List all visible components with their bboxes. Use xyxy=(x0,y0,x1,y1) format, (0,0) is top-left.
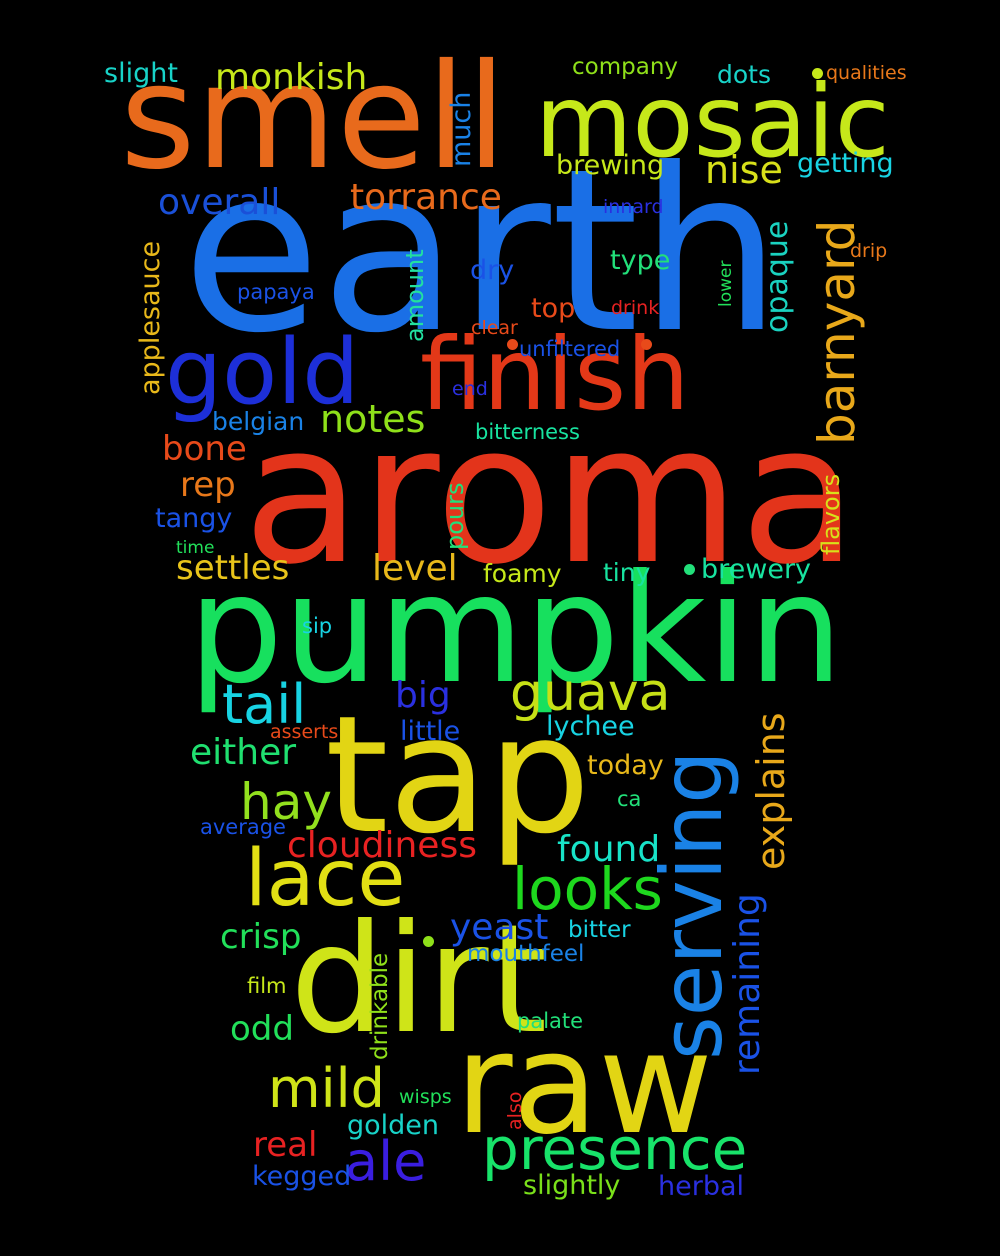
word-bitter: bitter xyxy=(568,917,631,943)
word-guava: guava xyxy=(510,663,671,723)
word-raw: raw xyxy=(455,1003,713,1166)
word-asserts: asserts xyxy=(270,721,339,743)
word-settles: settles xyxy=(176,548,290,588)
word-bitterness: bitterness xyxy=(475,420,580,444)
word-papaya: papaya xyxy=(237,280,315,304)
word-foamy: foamy xyxy=(483,559,562,588)
word-time: time xyxy=(176,538,215,558)
word-odd: odd xyxy=(230,1009,294,1049)
word-applesauce: applesauce xyxy=(135,240,166,395)
word-mosaic: mosaic xyxy=(535,63,890,180)
word-end: end xyxy=(452,378,488,400)
word-wisps: wisps xyxy=(399,1086,452,1108)
dot xyxy=(684,564,695,575)
word-big: big xyxy=(395,675,451,716)
word-drinkable: drinkable xyxy=(367,952,393,1060)
word-today: today xyxy=(587,750,664,781)
word-explains: explains xyxy=(749,712,793,870)
word-looks: looks xyxy=(512,855,663,923)
word-dirt: dirt xyxy=(290,893,548,1067)
word-presence: presence xyxy=(482,1115,748,1183)
word-also: also xyxy=(504,1091,526,1130)
word-smell: smell xyxy=(120,33,507,202)
word-level: level xyxy=(372,548,458,589)
word-kegged: kegged xyxy=(252,1161,352,1192)
word-bone: bone xyxy=(162,429,247,469)
dot xyxy=(812,68,823,79)
dot xyxy=(507,339,518,350)
word-notes: notes xyxy=(320,397,426,441)
word-flavors: flavors xyxy=(817,473,845,555)
word-unfiltered: unfiltered xyxy=(519,337,621,361)
word-sip: sip xyxy=(302,614,333,638)
word-hay: hay xyxy=(240,773,332,831)
word-pumpkin: pumpkin xyxy=(188,543,844,717)
word-slightly: slightly xyxy=(523,1170,621,1201)
word-lower: lower xyxy=(716,260,736,307)
word-getting: getting xyxy=(797,148,894,179)
word-nise: nise xyxy=(705,148,783,192)
word-tap: tap xyxy=(325,682,591,870)
word-much: much xyxy=(446,91,477,167)
word-torrance: torrance xyxy=(350,177,502,218)
word-lace: lace xyxy=(245,834,406,924)
word-mouthfeel: mouthfeel xyxy=(467,941,585,967)
word-ca: ca xyxy=(617,787,642,811)
word-cloudiness: cloudiness xyxy=(287,825,477,866)
word-dry: dry xyxy=(470,255,515,286)
word-innard: innard xyxy=(603,196,664,218)
word-earth: earth xyxy=(182,121,782,383)
word-palate: palate xyxy=(517,1009,584,1033)
dot xyxy=(423,936,434,947)
word-film: film xyxy=(247,974,287,998)
word-drink: drink xyxy=(611,297,660,319)
word-pours: pours xyxy=(441,482,469,551)
word-clear: clear xyxy=(471,317,518,339)
word-ale: ale xyxy=(345,1130,427,1193)
word-amount: amount xyxy=(401,249,429,342)
word-little: little xyxy=(400,716,461,747)
word-monkish: monkish xyxy=(215,57,368,98)
word-tiny: tiny xyxy=(603,558,651,587)
word-aroma: aroma xyxy=(243,384,858,607)
word-top: top xyxy=(531,293,576,324)
word-tangy: tangy xyxy=(155,503,233,534)
word-drip: drip xyxy=(850,240,888,262)
word-gold: gold xyxy=(165,320,360,425)
word-belgian: belgian xyxy=(212,407,305,436)
word-dots: dots xyxy=(717,60,771,89)
word-average: average xyxy=(200,815,286,839)
word-overall: overall xyxy=(158,182,281,223)
word-rep: rep xyxy=(180,465,236,505)
word-slight: slight xyxy=(104,58,178,89)
dot xyxy=(641,339,652,350)
word-brewing: brewing xyxy=(556,150,665,181)
word-company: company xyxy=(572,54,679,80)
word-opaque: opaque xyxy=(760,220,795,333)
word-yeast: yeast xyxy=(450,907,549,948)
word-golden: golden xyxy=(347,1110,440,1141)
word-crisp: crisp xyxy=(220,917,302,957)
word-tail: tail xyxy=(222,673,307,736)
word-found: found xyxy=(557,829,661,870)
word-lychee: lychee xyxy=(546,711,635,742)
word-type: type xyxy=(610,245,671,276)
word-brewery: brewery xyxy=(701,554,812,585)
word-qualities: qualities xyxy=(826,62,907,84)
word-remaining: remaining xyxy=(727,893,768,1075)
word-real: real xyxy=(253,1125,318,1165)
word-either: either xyxy=(190,732,297,773)
word-herbal: herbal xyxy=(658,1171,745,1202)
word-mild: mild xyxy=(268,1057,385,1120)
